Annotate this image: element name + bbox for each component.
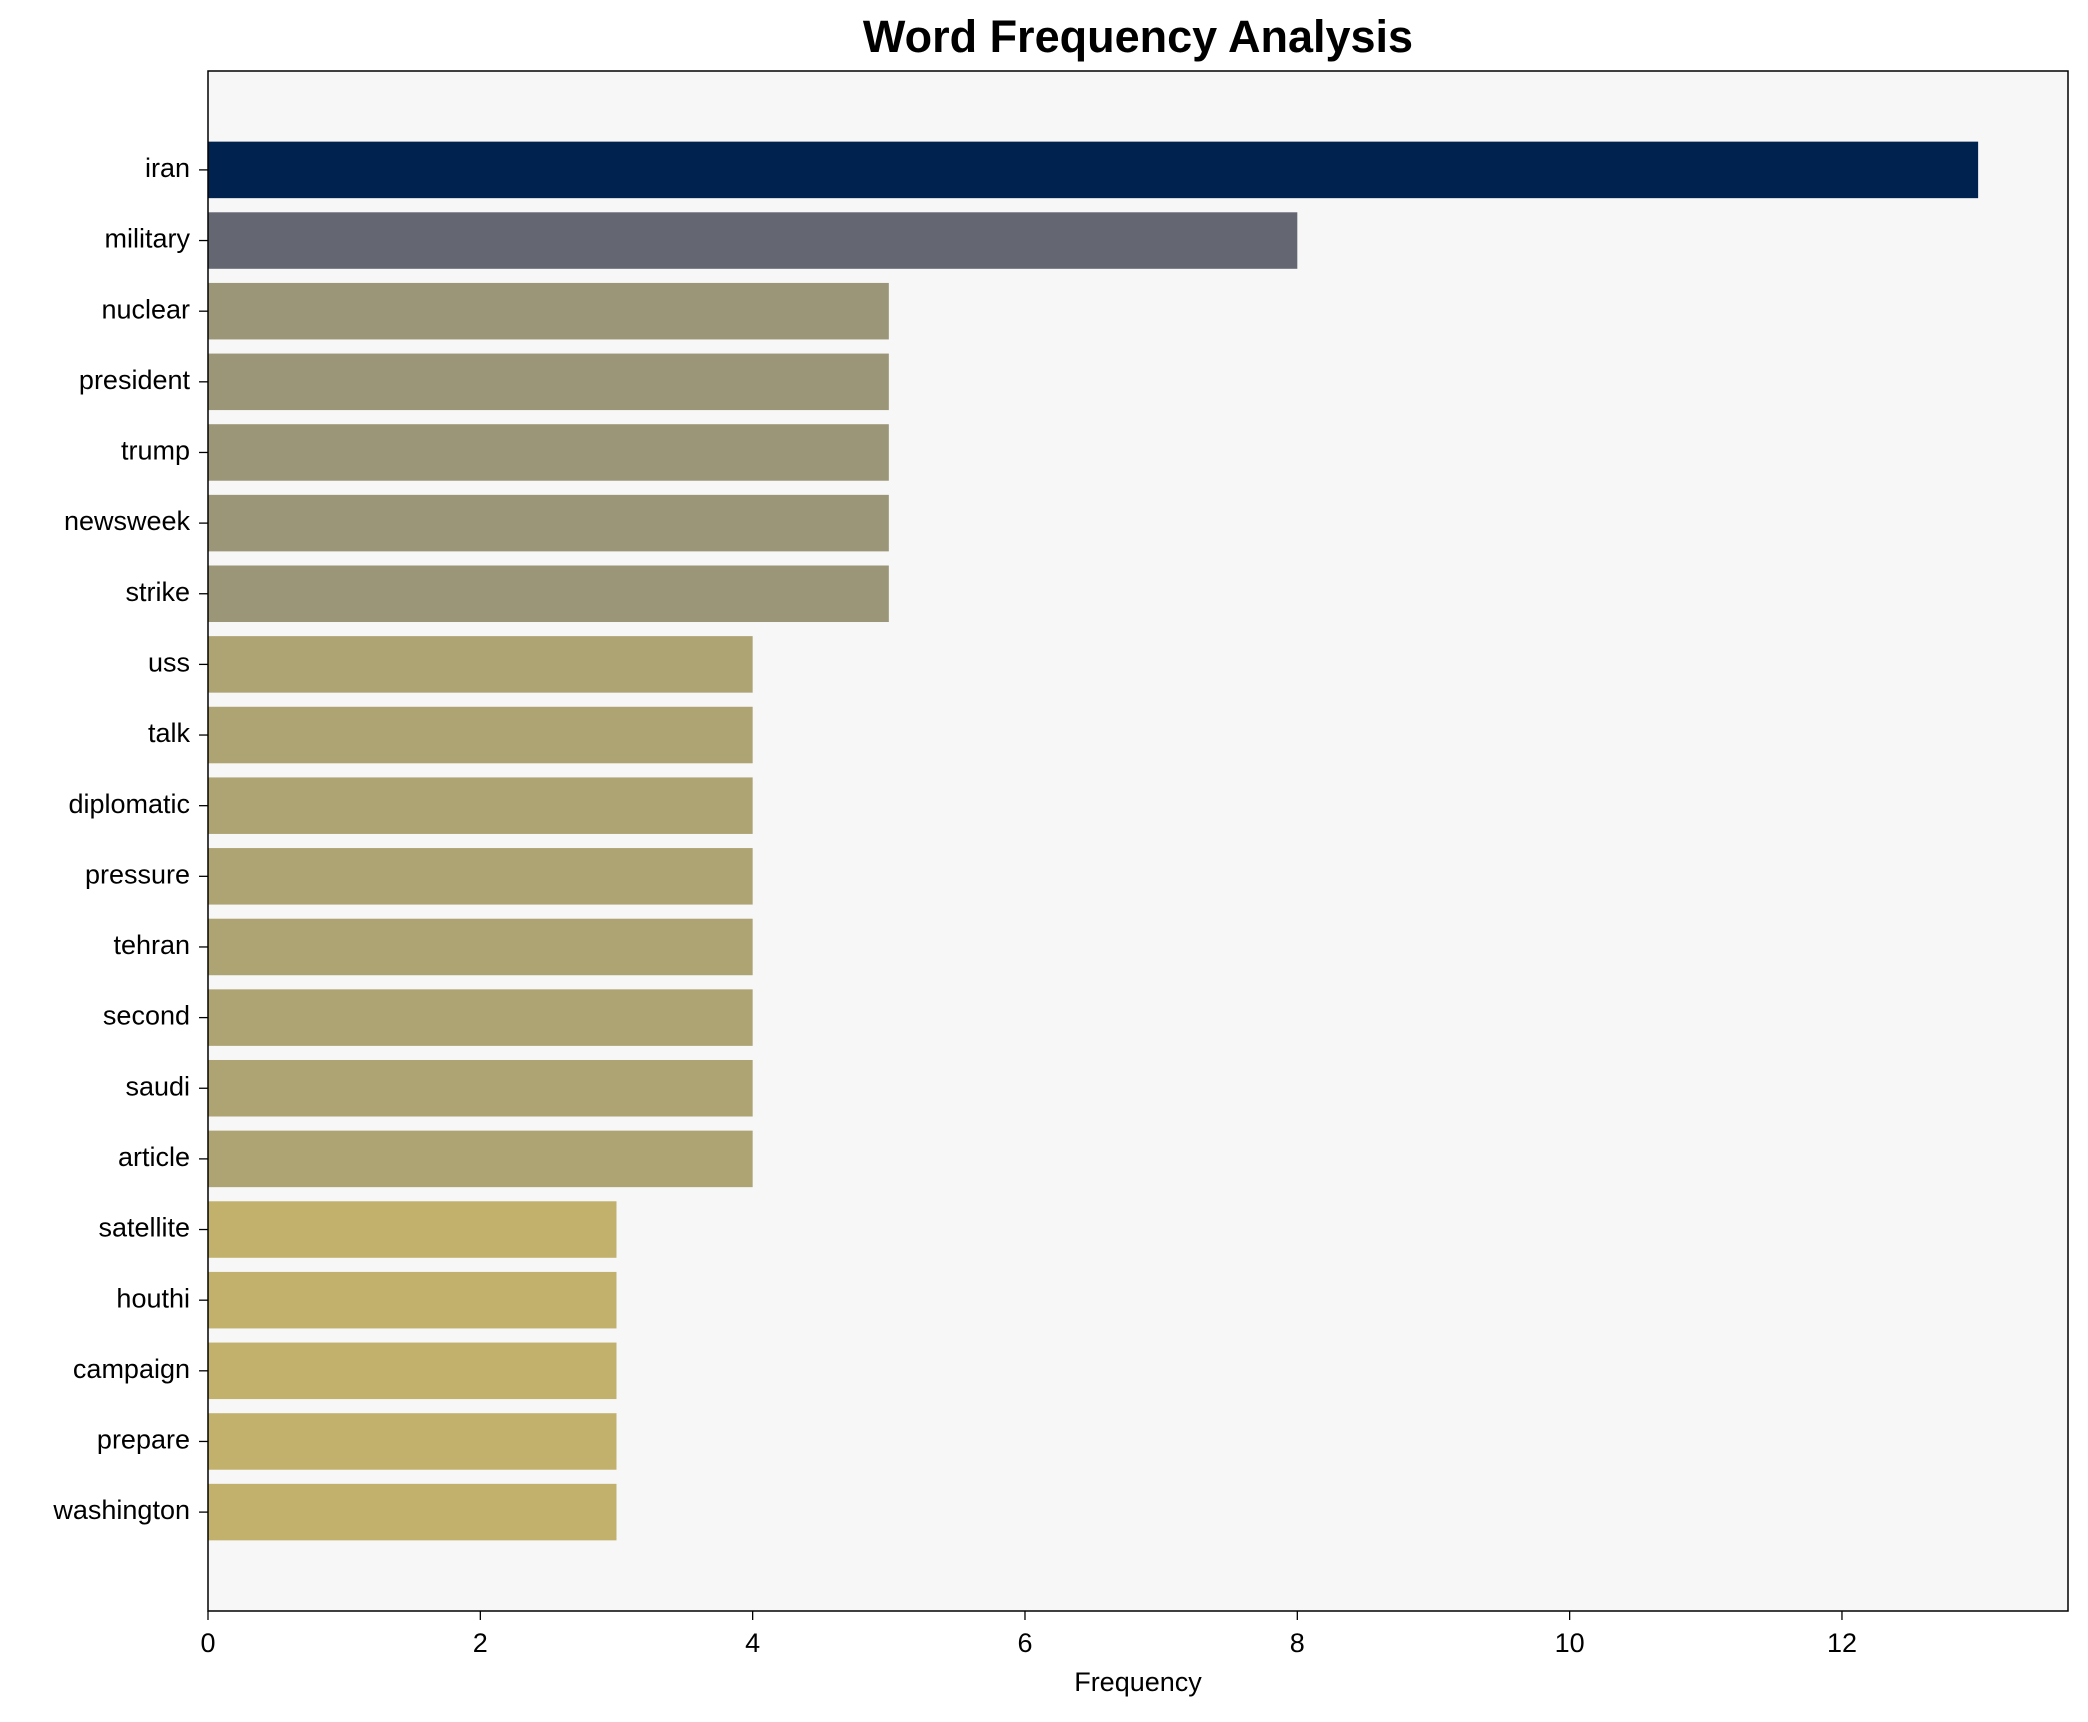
y-tick-label: saudi — [125, 1071, 190, 1101]
x-tick-label: 10 — [1555, 1628, 1585, 1658]
bar — [208, 706, 753, 764]
bar — [208, 636, 753, 693]
bar — [208, 848, 753, 905]
bar — [208, 565, 889, 623]
x-tick-label: 4 — [745, 1628, 760, 1658]
y-tick-label: iran — [145, 153, 190, 183]
bar — [208, 1271, 617, 1329]
y-tick-label: president — [79, 365, 191, 395]
y-tick-label: tehran — [113, 930, 190, 960]
y-tick-label: prepare — [97, 1425, 190, 1455]
y-tick-label: second — [103, 1001, 190, 1031]
bar — [208, 353, 889, 411]
bar — [208, 989, 753, 1046]
bar — [208, 777, 753, 834]
x-tick-label: 0 — [200, 1628, 215, 1658]
y-tick-label: houthi — [116, 1283, 190, 1313]
y-tick-label: washington — [52, 1495, 190, 1525]
y-tick-label: article — [118, 1142, 190, 1172]
bar — [208, 1342, 617, 1400]
plot-frame — [207, 70, 2069, 1612]
bar — [208, 1130, 753, 1188]
x-tick-label: 6 — [1017, 1628, 1032, 1658]
y-tick-label: talk — [148, 718, 191, 748]
bar — [208, 1413, 617, 1470]
x-tick-label: 12 — [1827, 1628, 1857, 1658]
bar — [208, 1059, 753, 1117]
y-tick-label: military — [105, 224, 191, 254]
y-tick-label: trump — [121, 436, 190, 466]
y-tick-label: newsweek — [64, 506, 191, 536]
chart-title: Word Frequency Analysis — [863, 11, 1413, 62]
bar — [208, 918, 753, 976]
y-tick-label: uss — [148, 648, 190, 678]
y-tick-label: diplomatic — [68, 789, 190, 819]
bar — [208, 212, 1298, 269]
bar — [208, 141, 1979, 199]
bar — [208, 494, 889, 552]
y-tick-label: nuclear — [101, 294, 190, 324]
bar — [208, 1483, 617, 1541]
bar — [208, 282, 889, 340]
x-axis-label: Frequency — [1074, 1667, 1202, 1697]
x-tick-label: 2 — [473, 1628, 488, 1658]
y-tick-label: campaign — [73, 1354, 190, 1384]
y-tick-label: strike — [125, 577, 190, 607]
x-tick-label: 8 — [1290, 1628, 1305, 1658]
y-tick-label: pressure — [85, 859, 190, 889]
bar — [208, 424, 889, 481]
y-tick-label: satellite — [98, 1213, 190, 1243]
bar — [208, 1201, 617, 1258]
